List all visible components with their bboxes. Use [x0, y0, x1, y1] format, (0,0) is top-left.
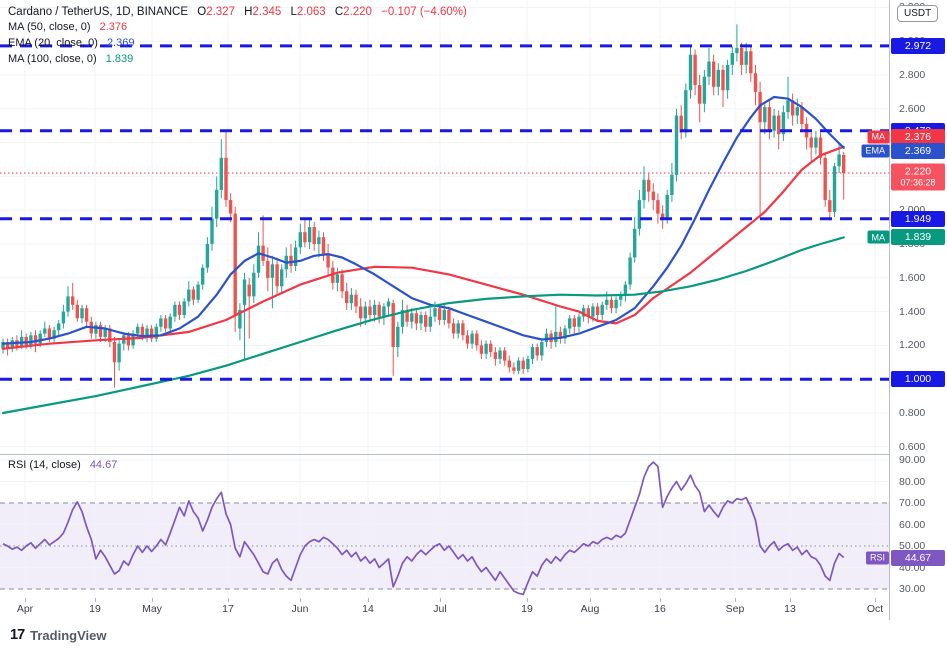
- time-axis-label: Sep: [725, 603, 745, 615]
- indicator-row-ma50[interactable]: MA (50, close, 0) 2.376: [8, 21, 467, 33]
- chart-legend: Cardano / TetherUS, 1D, BINANCE O2.327 H…: [8, 6, 467, 69]
- time-tick-mark: [875, 598, 876, 602]
- close-value: 2.220: [343, 6, 372, 18]
- open-label: O: [197, 6, 207, 18]
- indicator-value: 2.376: [99, 21, 128, 33]
- time-tick-mark: [440, 598, 441, 602]
- symbol-legend-row[interactable]: Cardano / TetherUS, 1D, BINANCE O2.327 H…: [8, 6, 467, 18]
- time-axis-label: Aug: [580, 603, 600, 615]
- time-tick-mark: [527, 598, 528, 602]
- level-price-badge: 2.972: [891, 37, 945, 54]
- time-tick-mark: [368, 598, 369, 602]
- time-axis-label: Jul: [433, 603, 447, 615]
- rsi-value: 44.67: [89, 459, 118, 471]
- time-tick-mark: [660, 598, 661, 602]
- rsi-axis-label: 70.00: [899, 497, 926, 509]
- change-value: −0.107 (−4.60%): [381, 6, 467, 18]
- ema20-price-badge: 2.369: [891, 142, 945, 159]
- tradingview-logo[interactable]: 17 TradingView: [10, 627, 106, 643]
- price-axis-label: 1.400: [899, 305, 926, 318]
- rsi-indicator-panel[interactable]: [0, 455, 889, 598]
- ma50-price-badge: 2.376: [891, 128, 945, 145]
- rsi-legend-row[interactable]: RSI (14, close) 44.67: [8, 459, 117, 471]
- rsi-value-badge: 44.67: [891, 549, 945, 566]
- price-axis-label: 0.600: [899, 440, 926, 453]
- indicator-label: MA (50, close, 0): [8, 21, 91, 33]
- indicator-label: EMA (20, close, 0): [8, 37, 98, 49]
- last-price-badge: 2.220 07:36:28: [891, 163, 945, 191]
- indicator-label: MA (100, close, 0): [8, 53, 97, 65]
- time-tick-mark: [25, 598, 26, 602]
- time-axis-label: May: [142, 603, 162, 615]
- time-tick-mark: [735, 598, 736, 602]
- time-axis-label: 17: [222, 603, 234, 615]
- time-axis-label: 19: [521, 603, 533, 615]
- indicator-value: 1.839: [105, 53, 134, 65]
- price-chart-panel[interactable]: [0, 0, 889, 455]
- price-axis-label: 0.800: [899, 407, 926, 419]
- indicator-value: 2.369: [106, 37, 135, 49]
- rsi-axis-label: 30.00: [899, 583, 926, 595]
- high-label: H: [244, 6, 253, 18]
- time-tick-mark: [790, 598, 791, 602]
- level-price-badge: 1.000: [891, 371, 945, 388]
- time-axis-label: 16: [654, 603, 666, 615]
- time-tick-mark: [228, 598, 229, 602]
- price-axis-label: 2.800: [899, 69, 926, 81]
- time-axis-label: Jun: [291, 603, 309, 615]
- rsi-axis-label: 80.00: [899, 475, 926, 488]
- open-value: 2.327: [206, 6, 235, 18]
- ma100-price-badge: 1.839: [891, 229, 945, 246]
- time-tick-mark: [95, 598, 96, 602]
- time-scale[interactable]: Apr 19 May 17 Jun 14 Jul 19 Aug 16 Sep 13 Oct: [0, 598, 889, 620]
- rsi-axis-label: 90.00: [899, 454, 926, 466]
- time-axis-label: Apr: [16, 603, 34, 615]
- price-scale[interactable]: USDT 0.6000.8001.0001.2001.4001.6001.800…: [861, 0, 947, 620]
- price-axis-label: 2.600: [899, 102, 926, 115]
- price-axis-label: 1.200: [899, 339, 926, 352]
- rsi-axis-tag: RSI: [865, 551, 889, 564]
- high-value: 2.345: [252, 6, 282, 18]
- ma-axis-tag: MA: [867, 230, 889, 244]
- time-axis-label: Oct: [866, 603, 884, 615]
- close-label: C: [334, 6, 344, 18]
- time-axis-label: 13: [784, 603, 796, 615]
- time-axis-label: 14: [362, 603, 374, 615]
- currency-toggle-button[interactable]: USDT: [897, 5, 939, 22]
- indicator-row-ma100[interactable]: MA (100, close, 0) 1.839: [8, 53, 467, 65]
- time-tick-mark: [152, 598, 153, 602]
- panel-divider[interactable]: [0, 454, 947, 455]
- rsi-label: RSI (14, close): [8, 459, 81, 471]
- price-axis-label: 1.600: [899, 271, 926, 284]
- ma-axis-tag: MA: [867, 130, 889, 144]
- low-label: L: [290, 6, 297, 18]
- level-price-badge: 1.949: [891, 210, 945, 227]
- rsi-axis-label: 50.00: [899, 540, 926, 552]
- footer-bar: 17 TradingView: [0, 620, 947, 655]
- time-tick-mark: [300, 598, 301, 602]
- time-axis-label: 19: [89, 603, 101, 615]
- low-value: 2.063: [296, 6, 326, 18]
- indicator-row-ema20[interactable]: EMA (20, close, 0) 2.369: [8, 37, 467, 49]
- tradingview-logo-icon: 17: [10, 627, 25, 643]
- rsi-axis-label: 60.00: [899, 518, 926, 531]
- ema-axis-tag: EMA: [861, 144, 889, 158]
- symbol-title: Cardano / TetherUS, 1D, BINANCE: [8, 6, 189, 18]
- tradingview-logo-text: TradingView: [30, 627, 107, 643]
- time-tick-mark: [590, 598, 591, 602]
